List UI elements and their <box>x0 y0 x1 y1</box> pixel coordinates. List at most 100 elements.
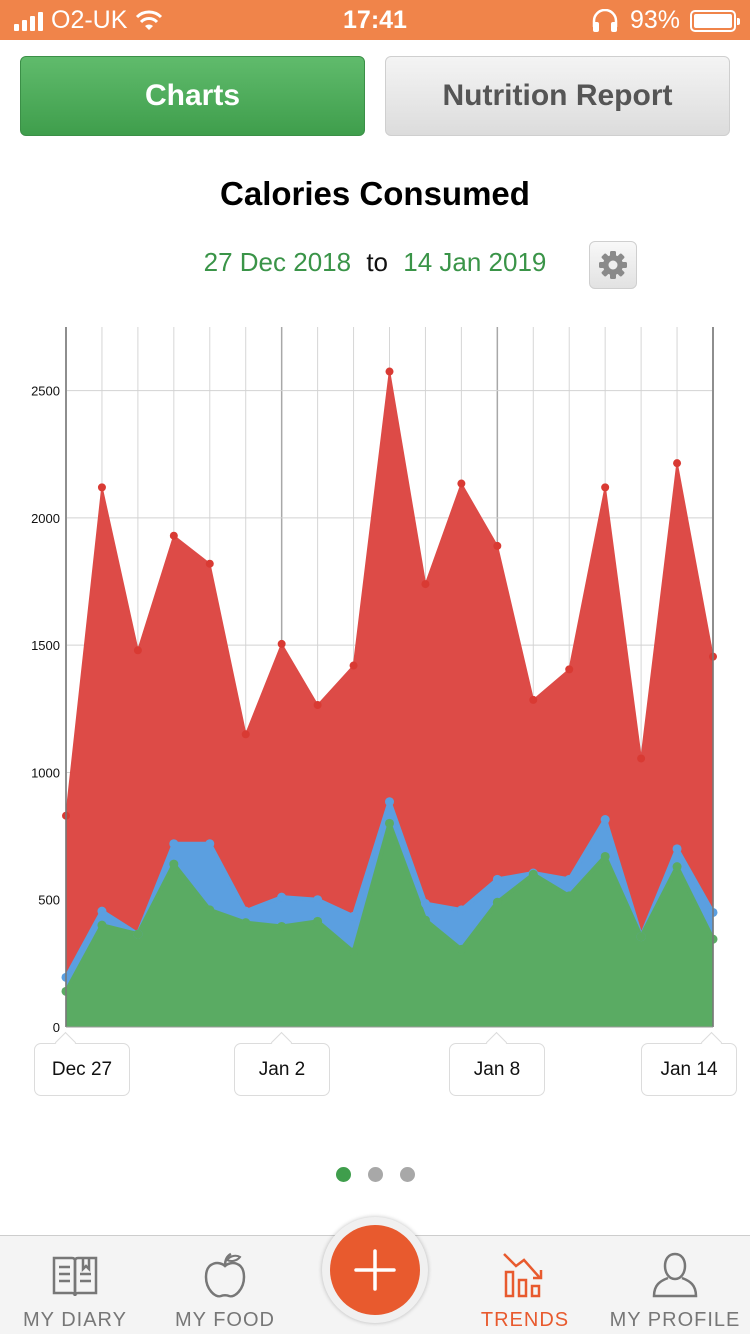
series-point-1 <box>385 367 394 376</box>
plus-icon <box>354 1249 396 1291</box>
series-point-1 <box>601 483 610 492</box>
status-bar: O2-UK 17:41 93% <box>0 0 750 40</box>
series-point-2 <box>205 839 215 849</box>
add-button-face <box>330 1225 420 1315</box>
series-point-2 <box>313 895 323 905</box>
tab-label-trends: TRENDS <box>480 1309 570 1331</box>
series-point-3 <box>205 905 215 915</box>
series-point-1 <box>97 483 106 492</box>
chart-title: Calories Consumed <box>220 175 530 212</box>
tab-my-food[interactable]: MY FOOD <box>150 1236 300 1334</box>
series-point-2 <box>492 874 502 884</box>
y-tick-label: 2500 <box>31 384 60 399</box>
x-tick-label-jan-8: Jan 8 <box>449 1043 545 1096</box>
tab-charts[interactable]: Charts <box>20 56 365 136</box>
tab-label-my-profile: MY PROFILE <box>609 1309 741 1331</box>
y-tick-label: 1500 <box>31 638 60 653</box>
series-point-1 <box>637 754 646 763</box>
x-tick-label-jan-2: Jan 2 <box>234 1043 330 1096</box>
page-indicator[interactable] <box>0 1167 750 1182</box>
tab-nutrition-report[interactable]: Nutrition Report <box>385 56 730 136</box>
status-right: 93% <box>590 6 740 35</box>
series-area-3 <box>66 823 713 1027</box>
series-point-1 <box>205 559 214 568</box>
battery-icon <box>690 9 740 32</box>
signal-icon <box>14 11 43 31</box>
date-range: 27 Dec 2018 to 14 Jan 2019 <box>0 247 750 278</box>
series-point-2 <box>600 815 610 825</box>
apple-icon <box>204 1252 246 1298</box>
y-tick-label: 1000 <box>31 765 60 780</box>
x-tick-label-dec-27: Dec 27 <box>34 1043 130 1096</box>
series-point-2 <box>420 899 430 909</box>
chart-settings-button[interactable] <box>589 241 637 289</box>
series-point-3 <box>456 944 466 954</box>
series-point-3 <box>420 915 430 925</box>
series-point-2 <box>349 911 359 921</box>
add-entry-button[interactable] <box>322 1217 428 1323</box>
series-point-3 <box>528 869 538 879</box>
series-point-3 <box>97 920 107 930</box>
y-tick-label: 500 <box>38 893 60 908</box>
series-point-1 <box>349 661 358 670</box>
series-point-3 <box>672 862 682 872</box>
series-point-3 <box>492 897 502 907</box>
gear-icon <box>599 251 627 279</box>
series-point-1 <box>133 646 142 655</box>
series-point-3 <box>385 818 394 828</box>
series-point-1 <box>277 639 286 648</box>
series-point-1 <box>313 701 322 709</box>
tab-label-my-diary: MY DIARY <box>23 1309 127 1331</box>
status-time: 17:41 <box>343 6 407 34</box>
y-tick-label: 0 <box>53 1020 60 1035</box>
status-left: O2-UK <box>14 6 163 35</box>
series-point-1 <box>169 531 178 540</box>
series-point-3 <box>564 891 574 901</box>
trends-icon <box>503 1253 543 1298</box>
series-point-3 <box>313 916 323 926</box>
page-dot-3[interactable] <box>399 1167 415 1182</box>
series-point-2 <box>97 906 107 916</box>
profile-icon <box>652 1252 698 1298</box>
series-point-1 <box>241 730 250 739</box>
date-separator: to <box>366 247 388 277</box>
wifi-icon <box>136 10 163 30</box>
series-point-3 <box>169 859 179 869</box>
series-point-1 <box>529 695 538 704</box>
y-tick-label: 2000 <box>31 511 60 526</box>
series-point-3 <box>600 851 610 861</box>
series-point-1 <box>493 541 502 550</box>
carrier-name: O2-UK <box>51 6 128 34</box>
headphones-icon <box>592 8 618 32</box>
series-point-1 <box>565 665 574 674</box>
series-point-3 <box>277 921 287 931</box>
battery-percent: 93% <box>629 6 680 34</box>
series-point-1 <box>421 580 430 589</box>
series-point-2 <box>277 892 287 902</box>
series-point-2 <box>672 844 682 854</box>
page-dot-2[interactable] <box>367 1167 383 1182</box>
x-tick-label-jan-14: Jan 14 <box>641 1043 737 1096</box>
series-point-2 <box>241 906 251 916</box>
date-from[interactable]: 27 Dec 2018 <box>203 247 352 277</box>
series-point-2 <box>169 839 179 849</box>
series-point-2 <box>385 797 394 807</box>
series-point-3 <box>636 932 646 942</box>
series-point-2 <box>564 874 574 884</box>
series-point-3 <box>133 929 143 939</box>
series-point-1 <box>457 479 466 488</box>
series-point-3 <box>349 947 359 957</box>
series-point-2 <box>456 905 466 915</box>
diary-icon <box>52 1256 98 1297</box>
page-dot-1[interactable] <box>335 1167 351 1182</box>
date-to[interactable]: 14 Jan 2019 <box>403 247 547 277</box>
tab-label-my-food: MY FOOD <box>175 1309 275 1331</box>
tab-trends[interactable]: TRENDS <box>450 1236 600 1334</box>
tab-my-profile[interactable]: MY PROFILE <box>600 1236 750 1334</box>
calories-chart: 0 500 1000 1500 2000 2500 <box>31 327 718 1035</box>
tab-my-diary[interactable]: MY DIARY <box>0 1236 150 1334</box>
series-area-1 <box>66 371 713 1027</box>
series-point-3 <box>241 918 251 928</box>
series-point-1 <box>673 459 682 468</box>
